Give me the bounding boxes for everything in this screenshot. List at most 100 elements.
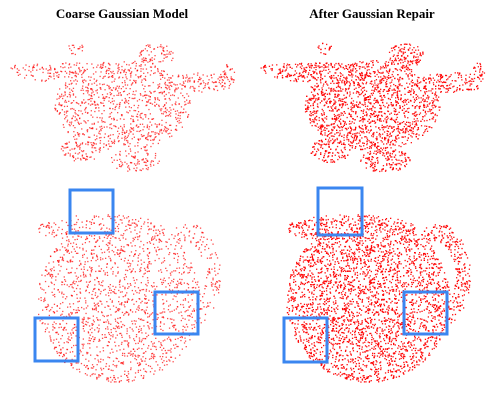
point bbox=[377, 114, 380, 116]
point bbox=[208, 88, 211, 90]
point bbox=[330, 64, 332, 66]
point bbox=[324, 53, 326, 55]
point bbox=[108, 246, 110, 249]
point bbox=[374, 143, 376, 145]
point bbox=[163, 128, 166, 130]
point bbox=[55, 71, 57, 73]
point bbox=[158, 270, 160, 272]
point bbox=[375, 99, 378, 102]
point bbox=[141, 332, 143, 334]
point bbox=[193, 80, 196, 82]
point bbox=[127, 216, 130, 218]
point bbox=[418, 87, 420, 89]
point bbox=[391, 139, 394, 142]
point bbox=[138, 126, 140, 128]
point bbox=[61, 63, 64, 65]
point bbox=[72, 155, 74, 157]
point bbox=[365, 126, 367, 128]
point bbox=[339, 98, 341, 100]
point bbox=[354, 147, 356, 149]
point bbox=[88, 339, 90, 342]
point bbox=[380, 120, 382, 122]
point bbox=[30, 74, 32, 76]
point bbox=[168, 92, 170, 94]
point bbox=[79, 143, 82, 145]
point bbox=[152, 236, 154, 238]
point bbox=[144, 164, 147, 166]
point bbox=[406, 82, 408, 84]
point bbox=[117, 140, 120, 143]
point bbox=[264, 64, 266, 67]
point bbox=[58, 102, 60, 104]
point bbox=[436, 98, 438, 100]
point bbox=[98, 137, 101, 139]
point bbox=[163, 104, 166, 107]
point bbox=[114, 89, 117, 91]
point bbox=[351, 136, 353, 139]
point bbox=[399, 168, 401, 171]
point bbox=[95, 71, 97, 73]
point bbox=[112, 108, 114, 110]
point bbox=[134, 110, 137, 112]
point bbox=[313, 72, 315, 74]
point bbox=[315, 97, 317, 100]
point bbox=[152, 139, 154, 141]
point bbox=[409, 83, 411, 85]
point bbox=[154, 90, 156, 92]
point bbox=[323, 67, 325, 69]
point bbox=[342, 98, 344, 100]
point bbox=[310, 112, 312, 115]
point bbox=[84, 111, 87, 113]
point bbox=[357, 105, 359, 107]
point bbox=[353, 84, 355, 87]
point bbox=[153, 373, 155, 375]
point bbox=[86, 156, 89, 158]
point bbox=[480, 65, 482, 68]
point bbox=[68, 285, 70, 288]
point bbox=[316, 92, 319, 95]
point bbox=[412, 127, 414, 129]
point bbox=[445, 88, 447, 90]
point bbox=[394, 49, 396, 51]
point bbox=[45, 328, 47, 331]
point bbox=[72, 90, 74, 92]
point bbox=[215, 254, 217, 256]
point bbox=[92, 144, 95, 147]
point bbox=[90, 97, 92, 100]
point bbox=[301, 65, 303, 67]
point bbox=[143, 368, 145, 370]
point bbox=[424, 130, 426, 132]
point bbox=[176, 287, 178, 289]
point bbox=[144, 149, 146, 151]
point bbox=[98, 374, 100, 376]
point bbox=[109, 107, 111, 110]
point bbox=[373, 89, 375, 92]
point bbox=[164, 349, 166, 352]
point bbox=[334, 93, 336, 95]
point bbox=[72, 367, 74, 369]
point bbox=[336, 82, 339, 84]
point bbox=[95, 369, 97, 371]
point bbox=[113, 80, 115, 82]
point bbox=[404, 115, 406, 117]
point bbox=[67, 152, 69, 154]
point bbox=[190, 262, 192, 264]
point bbox=[329, 88, 332, 90]
point bbox=[60, 326, 62, 328]
point bbox=[154, 133, 156, 135]
point bbox=[424, 85, 426, 88]
point bbox=[66, 143, 68, 145]
point bbox=[440, 74, 442, 76]
point bbox=[387, 72, 390, 74]
point bbox=[39, 227, 41, 229]
point bbox=[71, 260, 74, 263]
point bbox=[93, 143, 96, 145]
point bbox=[57, 289, 59, 291]
point bbox=[428, 103, 430, 105]
point bbox=[81, 50, 83, 52]
point bbox=[162, 70, 165, 72]
point bbox=[314, 124, 316, 127]
point bbox=[96, 254, 98, 256]
point bbox=[149, 113, 151, 115]
point bbox=[139, 93, 142, 95]
